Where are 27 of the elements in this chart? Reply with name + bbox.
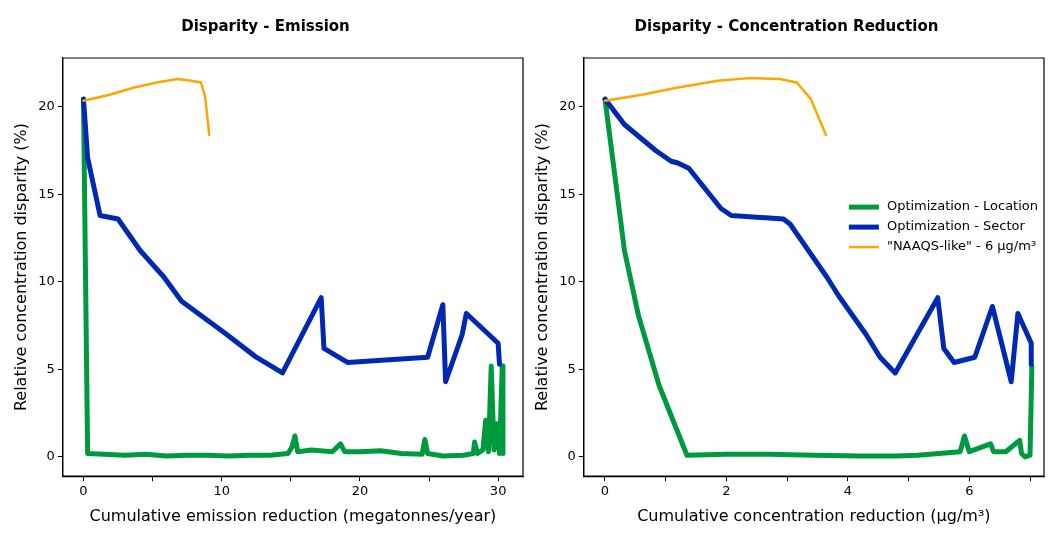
x-tick-label: 10 <box>213 483 230 499</box>
x-tick-label: 6 <box>965 483 974 499</box>
y-tick-label: 0 <box>567 448 576 464</box>
y-tick-label: 5 <box>46 360 55 376</box>
y-tick-label: 10 <box>38 273 55 289</box>
y-tick-label: 5 <box>567 360 576 376</box>
y-tick-label: 15 <box>559 185 576 201</box>
x-axis-title: Cumulative concentration reduction (μg/m³) <box>637 505 991 525</box>
x-tick-label: 0 <box>79 483 88 499</box>
chart-title: Disparity - Concentration Reduction <box>634 16 939 35</box>
x-axis-title: Cumulative emission reduction (megatonnes/year) <box>89 505 497 525</box>
legend-label: Optimization - Location <box>886 198 1039 214</box>
y-tick-label: 10 <box>559 273 576 289</box>
x-tick-label: 20 <box>351 483 369 499</box>
chart-title: Disparity - Emission <box>181 16 350 35</box>
y-axis-title: Relative concentration disparity (%) <box>10 123 30 412</box>
legend-label: Optimization - Sector <box>886 218 1026 234</box>
y-axis-title: Relative concentration disparity (%) <box>531 123 551 412</box>
y-tick-label: 0 <box>46 448 55 464</box>
x-tick-label: 30 <box>489 483 507 499</box>
x-tick-label: 4 <box>843 483 853 499</box>
y-tick-label: 15 <box>38 185 55 201</box>
y-tick-label: 20 <box>38 98 55 114</box>
x-tick-label: 0 <box>600 483 610 499</box>
x-tick-label: 2 <box>722 483 731 499</box>
y-tick-label: 20 <box>559 98 576 114</box>
legend-label: "NAAQS-like" - 6 μg/m³ <box>886 238 1037 254</box>
